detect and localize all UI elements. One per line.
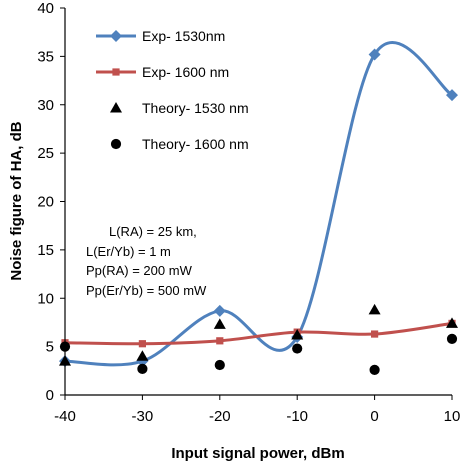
legend-swatch-marker [112,68,120,76]
legend: Exp- 1530nm Exp- 1600 nm Theory- 1530 nm Th… [96,28,249,152]
x-tick-label: -40 [54,408,76,425]
x-tick-label: 10 [444,408,461,425]
data-point [136,350,149,361]
y-tick-label: 0 [46,387,54,404]
data-point [213,318,226,329]
legend-label: Exp- 1600 nm [142,64,229,80]
data-point [446,89,458,102]
series-0 [59,41,458,368]
annotation-line-eryb-pump: Pp(Er/Yb) = 500 mW [86,283,207,298]
legend-swatch-marker [110,138,122,150]
data-point [371,330,379,338]
legend-swatch-marker [110,102,122,113]
y-tick-label: 25 [37,145,54,162]
data-point [214,359,225,371]
data-point [291,329,304,340]
data-point [446,333,458,344]
annotation-line-ra-pump: Pp(RA) = 200 mW [86,263,193,278]
data-point [213,304,226,317]
y-tick-label: 35 [37,48,54,65]
annotation-line-eryb-length: L(Er/Yb) = 1 m [86,244,171,259]
series-2 [59,303,458,366]
y-tick-label: 10 [37,290,54,307]
legend-label: Theory- 1530 nm [142,100,249,116]
x-tick-label: 0 [370,408,378,425]
x-tick-label: -10 [286,408,308,425]
data-point [137,363,148,374]
y-axis-title: Noise figure of HA, dB [8,121,25,280]
y-tick-label: 40 [37,0,54,17]
data-point [446,317,458,328]
series-line [64,41,453,367]
data-point [138,340,146,348]
annotation-line-ra-length: L(RA) = 25 km, [109,224,197,239]
series-line [64,321,453,346]
legend-item: Theory- 1530 nm [110,100,249,116]
series-3 [59,333,458,375]
data-point [292,343,303,354]
x-axis-title: Input signal power, dBm [171,445,344,462]
legend-item: Exp- 1530nm [96,28,225,44]
x-tick-label: -30 [132,408,154,425]
data-point [368,303,381,315]
x-tick-label: -20 [209,408,231,425]
data-point [369,364,380,375]
ticks-layer: 0 5 10 15 20 25 30 35 40 -40 -30 -20 -10 0 10 [37,0,460,425]
legend-label: Exp- 1530nm [142,28,225,44]
legend-item: Exp- 1600 nm [96,64,229,80]
y-tick-label: 20 [37,194,54,211]
y-tick-label: 15 [37,242,54,259]
data-point [368,48,381,61]
legend-swatch-marker [110,30,122,42]
series-layer [59,41,458,375]
legend-item: Theory- 1600 nm [110,136,249,152]
annotation-box: L(RA) = 25 km, L(Er/Yb) = 1 m Pp(RA) = 2… [86,224,207,298]
legend-label: Theory- 1600 nm [142,136,249,152]
y-tick-label: 30 [37,97,54,114]
y-tick-label: 5 [46,339,54,356]
series-1 [61,319,456,348]
data-point [216,337,224,345]
